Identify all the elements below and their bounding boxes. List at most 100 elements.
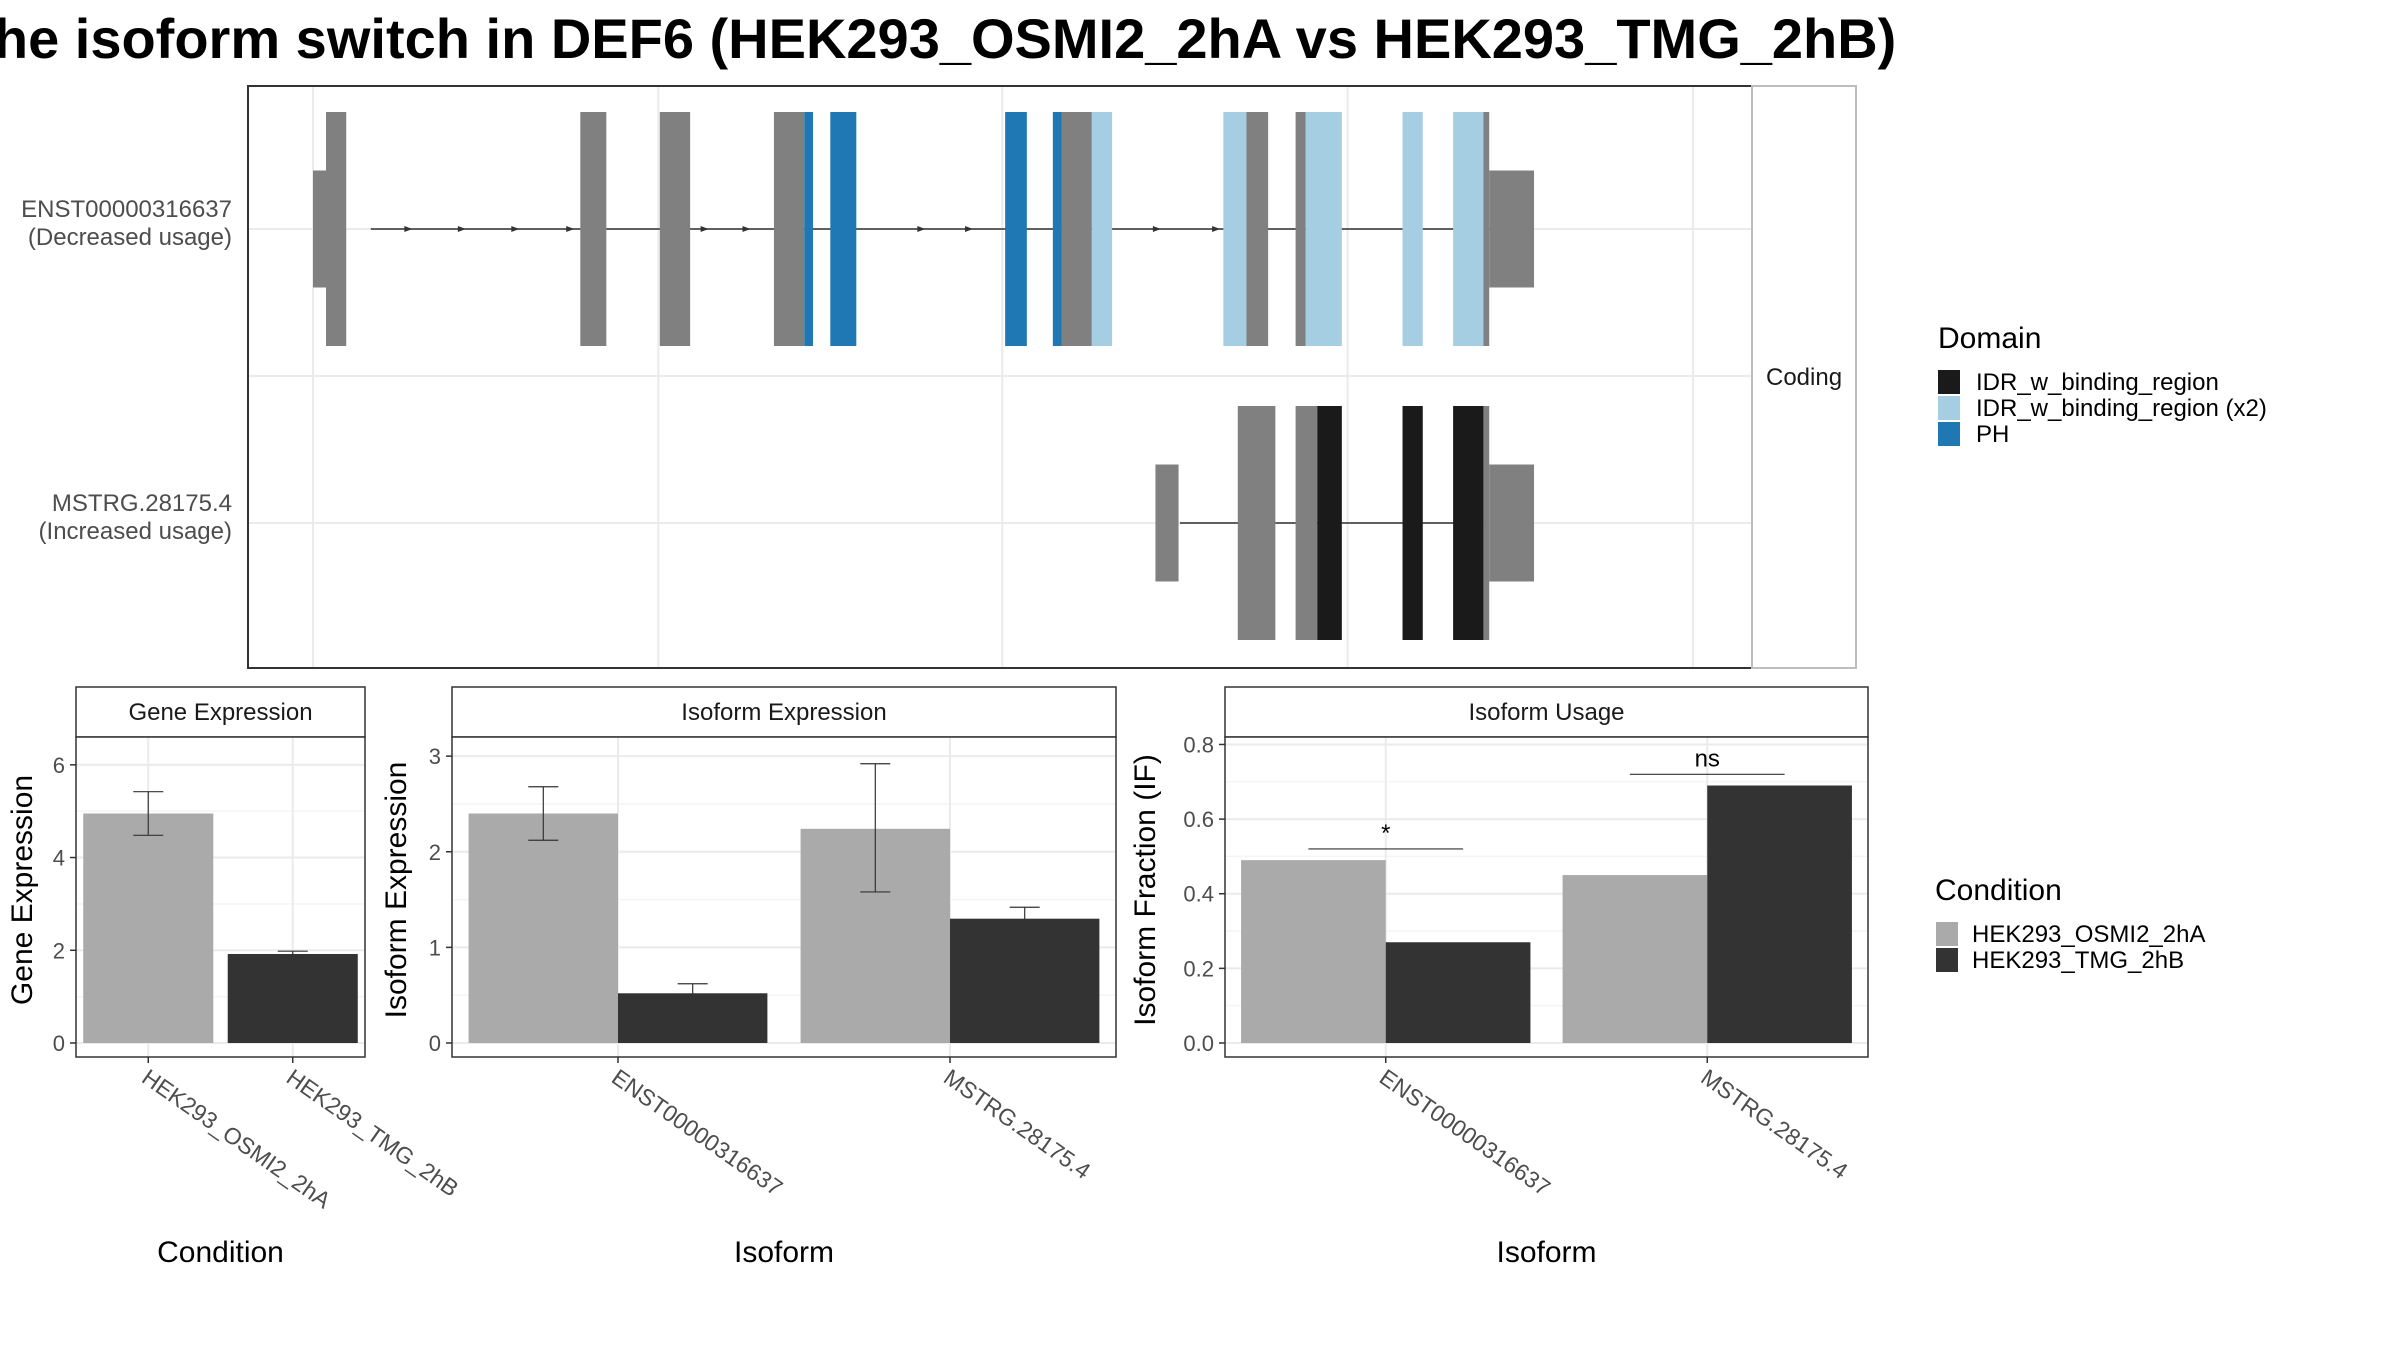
exon-block xyxy=(1091,112,1113,346)
gene-structure-rows: ENST00000316637(Decreased usage) MSTRG.28… xyxy=(21,112,1535,640)
strand-arrow xyxy=(1212,226,1221,232)
bar xyxy=(950,918,1100,1043)
exon-block xyxy=(313,170,327,288)
strand-arrow xyxy=(404,226,413,232)
significance-label: * xyxy=(1381,820,1390,847)
facet-strip-label: Isoform Expression xyxy=(681,699,886,726)
x-axis-title: Isoform xyxy=(734,1236,834,1269)
y-tick-label: 3 xyxy=(429,744,441,769)
facet-strip xyxy=(451,686,1117,738)
figure-title: The isoform switch in DEF6 (HEK293_OSMI2… xyxy=(0,7,1896,70)
legend-key-ph xyxy=(1938,422,1960,446)
exon-block xyxy=(773,112,805,346)
legend-label-tmg: HEK293_TMG_2hB xyxy=(1972,947,2184,974)
legend-key-osmi xyxy=(1936,922,1958,946)
exon-block xyxy=(326,112,347,346)
strand-arrow xyxy=(566,226,575,232)
gene-structure-panel: ENST00000316637(Decreased usage) MSTRG.28… xyxy=(21,85,1857,669)
exon-block xyxy=(1155,464,1179,582)
exon-block xyxy=(1483,406,1490,640)
legend-key-tmg xyxy=(1936,948,1958,972)
exon-block xyxy=(580,112,607,346)
bar xyxy=(1707,785,1852,1043)
facet-strip-label: Isoform Usage xyxy=(1468,699,1624,726)
y-tick-label: 1 xyxy=(429,935,441,960)
coding-strip xyxy=(1751,85,1857,669)
strand-arrow xyxy=(511,226,520,232)
legend-label-idr: IDR_w_binding_region xyxy=(1976,369,2219,396)
facet-strip xyxy=(75,686,366,738)
isoform-usage-label: (Increased usage) xyxy=(39,518,232,545)
y-tick-label: 2 xyxy=(429,840,441,865)
y-tick-label: 0.8 xyxy=(1183,732,1214,757)
bar xyxy=(618,993,768,1043)
y-tick-label: 0 xyxy=(53,1031,65,1056)
exon-block xyxy=(1317,406,1342,640)
exon-block xyxy=(1402,112,1423,346)
exon-block xyxy=(659,112,691,346)
exon-block xyxy=(1489,464,1535,582)
exon-block xyxy=(1052,112,1062,346)
exon-block xyxy=(1305,112,1342,346)
exon-block xyxy=(1483,112,1490,346)
isoform-row-label: ENST00000316637 xyxy=(21,196,232,223)
domain-legend: Domain IDR_w_binding_region IDR_w_bindin… xyxy=(1938,322,2267,448)
strand-arrow xyxy=(1152,226,1161,232)
legend-label-ph: PH xyxy=(1976,421,2009,448)
facet-strip-label: Gene Expression xyxy=(128,699,312,726)
exon-block xyxy=(1246,112,1269,346)
x-axis-title: Isoform xyxy=(1496,1236,1596,1269)
bar xyxy=(1385,942,1531,1043)
strand-arrow xyxy=(457,226,466,232)
exon-block xyxy=(830,112,857,346)
x-tick-label: ENST00000316637 xyxy=(607,1064,787,1201)
legend-key-idr xyxy=(1938,370,1960,394)
x-axis-title: Condition xyxy=(157,1236,284,1269)
exon-block xyxy=(1402,406,1423,640)
isoform-row-label: MSTRG.28175.4 xyxy=(52,490,232,517)
plot-border xyxy=(75,736,366,1058)
y-axis-title: Isoform Fraction (IF) xyxy=(1129,754,1162,1026)
plot-border xyxy=(451,736,1117,1058)
y-tick-label: 0 xyxy=(429,1031,441,1056)
coding-strip-label: Coding xyxy=(1766,364,1842,391)
y-tick-label: 0.6 xyxy=(1183,807,1214,832)
exon-block xyxy=(1295,112,1306,346)
domain-legend-title: Domain xyxy=(1938,322,2041,355)
condition-legend: Condition HEK293_OSMI2_2hA HEK293_TMG_2h… xyxy=(1935,874,2205,974)
exon-block xyxy=(1223,112,1247,346)
exon-block xyxy=(1237,406,1276,640)
y-tick-label: 6 xyxy=(53,753,65,778)
y-axis-title: Gene Expression xyxy=(6,775,39,1005)
exon-block xyxy=(1005,112,1027,346)
isoform-expression-panel: Isoform Expression 0 1 2 3 ENST00000316637 MST… xyxy=(380,686,1117,1269)
bar xyxy=(1562,875,1708,1043)
y-tick-label: 0.4 xyxy=(1183,882,1214,907)
strand-arrow xyxy=(742,226,751,232)
bar xyxy=(227,953,358,1043)
strand-arrow xyxy=(700,226,709,232)
x-tick-label: MSTRG.28175.4 xyxy=(939,1064,1095,1184)
strand-arrow xyxy=(965,226,974,232)
legend-label-osmi: HEK293_OSMI2_2hA xyxy=(1972,921,2205,948)
exon-block xyxy=(804,112,813,346)
significance-label: ns xyxy=(1695,745,1720,772)
exon-block xyxy=(1453,406,1484,640)
exon-block xyxy=(1295,406,1318,640)
legend-key-idr-x2 xyxy=(1938,396,1960,420)
exon-block xyxy=(1489,170,1535,288)
exon-block xyxy=(1453,112,1484,346)
legend-label-idr-x2: IDR_w_binding_region (x2) xyxy=(1976,395,2267,422)
exon-block xyxy=(1061,112,1092,346)
x-tick-label: ENST00000316637 xyxy=(1375,1064,1555,1201)
y-tick-label: 2 xyxy=(53,938,65,963)
y-tick-label: 0.2 xyxy=(1183,956,1214,981)
isoform-usage-label: (Decreased usage) xyxy=(28,224,232,251)
x-tick-label: MSTRG.28175.4 xyxy=(1696,1064,1852,1184)
y-tick-label: 0.0 xyxy=(1183,1031,1214,1056)
condition-legend-title: Condition xyxy=(1935,874,2062,907)
strand-arrow xyxy=(917,226,926,232)
bar xyxy=(468,813,618,1043)
y-axis-title: Isoform Expression xyxy=(380,762,413,1019)
